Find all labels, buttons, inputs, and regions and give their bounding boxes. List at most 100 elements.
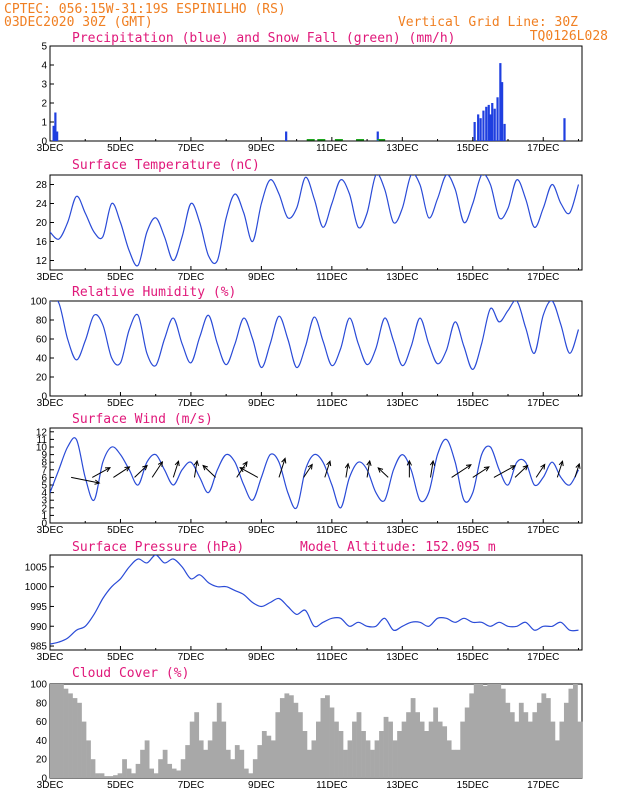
panel-title: Precipitation (blue) and Snow Fall (gree…	[72, 31, 456, 46]
cloud-bar	[108, 776, 114, 778]
panel-title: Surface Temperature (nC)	[72, 158, 260, 173]
cloud-bar	[424, 731, 430, 778]
x-tick-label: 15DEC	[457, 780, 489, 791]
cloud-bar	[572, 684, 578, 778]
y-tick-label: 28	[36, 180, 48, 191]
cloud-bar	[545, 698, 551, 778]
cloud-bar	[194, 712, 200, 778]
x-tick-label: 11DEC	[316, 780, 348, 791]
y-tick-label: 20	[36, 218, 48, 229]
cloud-bar	[523, 712, 529, 778]
header-location: CPTEC: 056:15W-31:19S ESPINILHO (RS)	[4, 2, 286, 17]
wind-arrow	[377, 467, 389, 478]
y-tick-label: 12	[36, 427, 48, 438]
y-tick-label: 4	[41, 61, 47, 72]
wind-arrow-head	[94, 479, 101, 485]
x-tick-label: 5DEC	[107, 143, 134, 154]
x-tick-label: 17DEC	[527, 272, 559, 283]
y-tick-label: 6	[41, 473, 47, 484]
y-tick-label: 20	[36, 755, 48, 766]
x-tick-label: 3DEC	[37, 780, 64, 791]
y-tick-label: 20	[36, 373, 48, 384]
x-tick-label: 5DEC	[107, 652, 134, 663]
precip-bar	[493, 108, 496, 141]
wind-arrow	[514, 465, 528, 478]
y-tick-label: 12	[36, 256, 48, 267]
cloud-bar	[216, 702, 222, 778]
y-tick-label: 8	[41, 458, 47, 469]
cloud-bar	[239, 749, 245, 778]
precip-bar	[54, 112, 57, 141]
cloud-bar	[325, 695, 330, 778]
x-tick-label: 5DEC	[107, 780, 134, 791]
snow-trace	[377, 139, 386, 141]
wind-arrow-head	[202, 464, 208, 471]
cloud-bar	[95, 773, 100, 778]
precip-bar	[52, 125, 55, 141]
wind-arrow-head	[540, 463, 546, 470]
panels: 3DEC 5DEC 7DEC 9DEC 11DEC 13DEC 15DEC 17DEC 0 12 3…	[25, 31, 583, 791]
y-tick-label: 9	[41, 450, 47, 461]
x-tick-label: 5DEC	[107, 272, 134, 283]
wind-arrow	[366, 460, 371, 478]
x-tick-label: 9DEC	[248, 652, 275, 663]
cloud-bar	[104, 776, 109, 778]
cloud-bar	[59, 684, 64, 778]
cloud-bar	[126, 768, 132, 778]
x-tick-label: 17DEC	[527, 525, 559, 536]
y-tick-label: 0	[41, 392, 47, 403]
y-tick-label: 16	[36, 237, 48, 248]
y-tick-label: 80	[36, 316, 48, 327]
cloud-bar	[406, 712, 411, 778]
y-tick-label: 1000	[25, 582, 48, 593]
cloud-bar	[527, 721, 533, 778]
plot-frame	[49, 427, 583, 524]
cloud-bar	[185, 745, 191, 778]
wind-arrow	[134, 465, 148, 478]
cloud-bar	[90, 759, 96, 778]
x-tick-label: 13DEC	[386, 272, 418, 283]
precip-bar	[473, 122, 476, 141]
cloud-bar	[496, 684, 502, 778]
wind-arrow-head	[558, 460, 564, 467]
precip-bar	[285, 131, 288, 141]
panel-2: 3DEC 5DEC 7DEC 9DEC 11DEC 13DEC 15DEC 17DEC 0 20 4…	[30, 285, 583, 409]
cloud-bar	[50, 684, 55, 778]
x-tick-label: 11DEC	[316, 525, 348, 536]
y-tick-label: 0	[41, 137, 47, 148]
wind-arrow	[324, 460, 331, 478]
cloud-bar	[550, 721, 556, 778]
x-tick-label: 3DEC	[37, 398, 64, 409]
y-tick-label: 10	[36, 443, 48, 454]
wind-arrow	[239, 467, 259, 478]
cloud-bar	[397, 731, 402, 778]
wind-arrow	[71, 476, 100, 484]
cloud-bar	[171, 768, 177, 778]
cloud-bar	[306, 749, 312, 778]
x-tick-label: 13DEC	[386, 525, 418, 536]
wind-arrow	[151, 461, 163, 478]
wind-arrow-head	[239, 467, 246, 473]
cloud-bar	[162, 749, 168, 778]
cloud-bar	[54, 684, 60, 778]
wind-arrow-head	[157, 460, 164, 467]
cloud-bar	[207, 740, 213, 778]
cloud-bar	[491, 684, 497, 778]
x-tick-label: 3DEC	[37, 143, 64, 154]
wind-arrow-head	[281, 457, 287, 464]
plot-frame	[49, 300, 583, 397]
cloud-bar	[361, 731, 366, 778]
x-tick-label: 13DEC	[386, 398, 418, 409]
wind-arrow-head	[465, 464, 472, 470]
cloud-bar	[293, 702, 299, 778]
wind-arrow	[451, 464, 472, 478]
cloud-bar	[72, 698, 78, 778]
snow-trace	[334, 139, 343, 141]
x-tick-label: 11DEC	[316, 143, 348, 154]
cloud-bar	[99, 773, 105, 778]
x-tick-label: 7DEC	[178, 780, 205, 791]
cloud-bar	[203, 749, 209, 778]
wind-arrow-head	[193, 459, 199, 466]
cloud-bar	[509, 712, 515, 778]
